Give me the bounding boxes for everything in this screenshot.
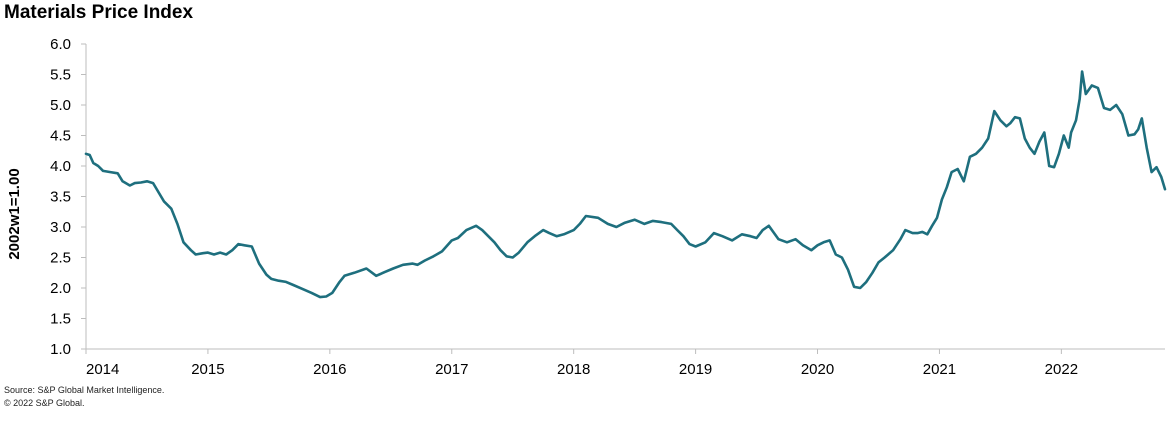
y-tick-label: 5.0 (50, 97, 71, 114)
series-layer (84, 70, 1167, 299)
x-tick-label: 2015 (191, 361, 224, 378)
y-tick-label: 4.5 (50, 128, 71, 145)
y-tick-label: 1.0 (50, 341, 71, 358)
x-tick-label: 2021 (923, 361, 956, 378)
x-tick-label: 2014 (86, 361, 119, 378)
x-axis: 2014 2015 2016 2017 2018 2019 2020 2021 2022 (85, 348, 1165, 378)
x-tick-label: 2019 (679, 361, 712, 378)
y-tick-label: 5.5 (50, 67, 71, 84)
chart-title: Materials Price Index (4, 2, 194, 23)
x-tick-label: 2017 (435, 361, 468, 378)
x-tick-label: 2022 (1045, 361, 1078, 378)
y-tick-label: 1.5 (50, 311, 71, 328)
source-note: Source: S&P Global Market Intelligence. (4, 385, 165, 395)
y-tick-label: 3.0 (50, 219, 71, 236)
x-tick-label: 2016 (313, 361, 346, 378)
copyright-note: © 2022 S&P Global. (4, 398, 85, 408)
y-tick-label: 3.5 (50, 189, 71, 206)
x-tick-label: 2018 (557, 361, 590, 378)
x-tick-label: 2020 (801, 361, 834, 378)
y-tick-label: 2.0 (50, 280, 71, 297)
y-tick-label: 4.0 (50, 158, 71, 175)
y-tick-label: 6.0 (50, 36, 71, 53)
series-line (84, 70, 1167, 299)
y-axis-label: 2002w1=1.00 (6, 168, 23, 259)
y-axis: 1.0 1.5 2.0 2.5 3.0 3.5 4.0 4.5 5.0 5.5 6.0 (50, 36, 87, 358)
y-tick-label: 2.5 (50, 250, 71, 267)
